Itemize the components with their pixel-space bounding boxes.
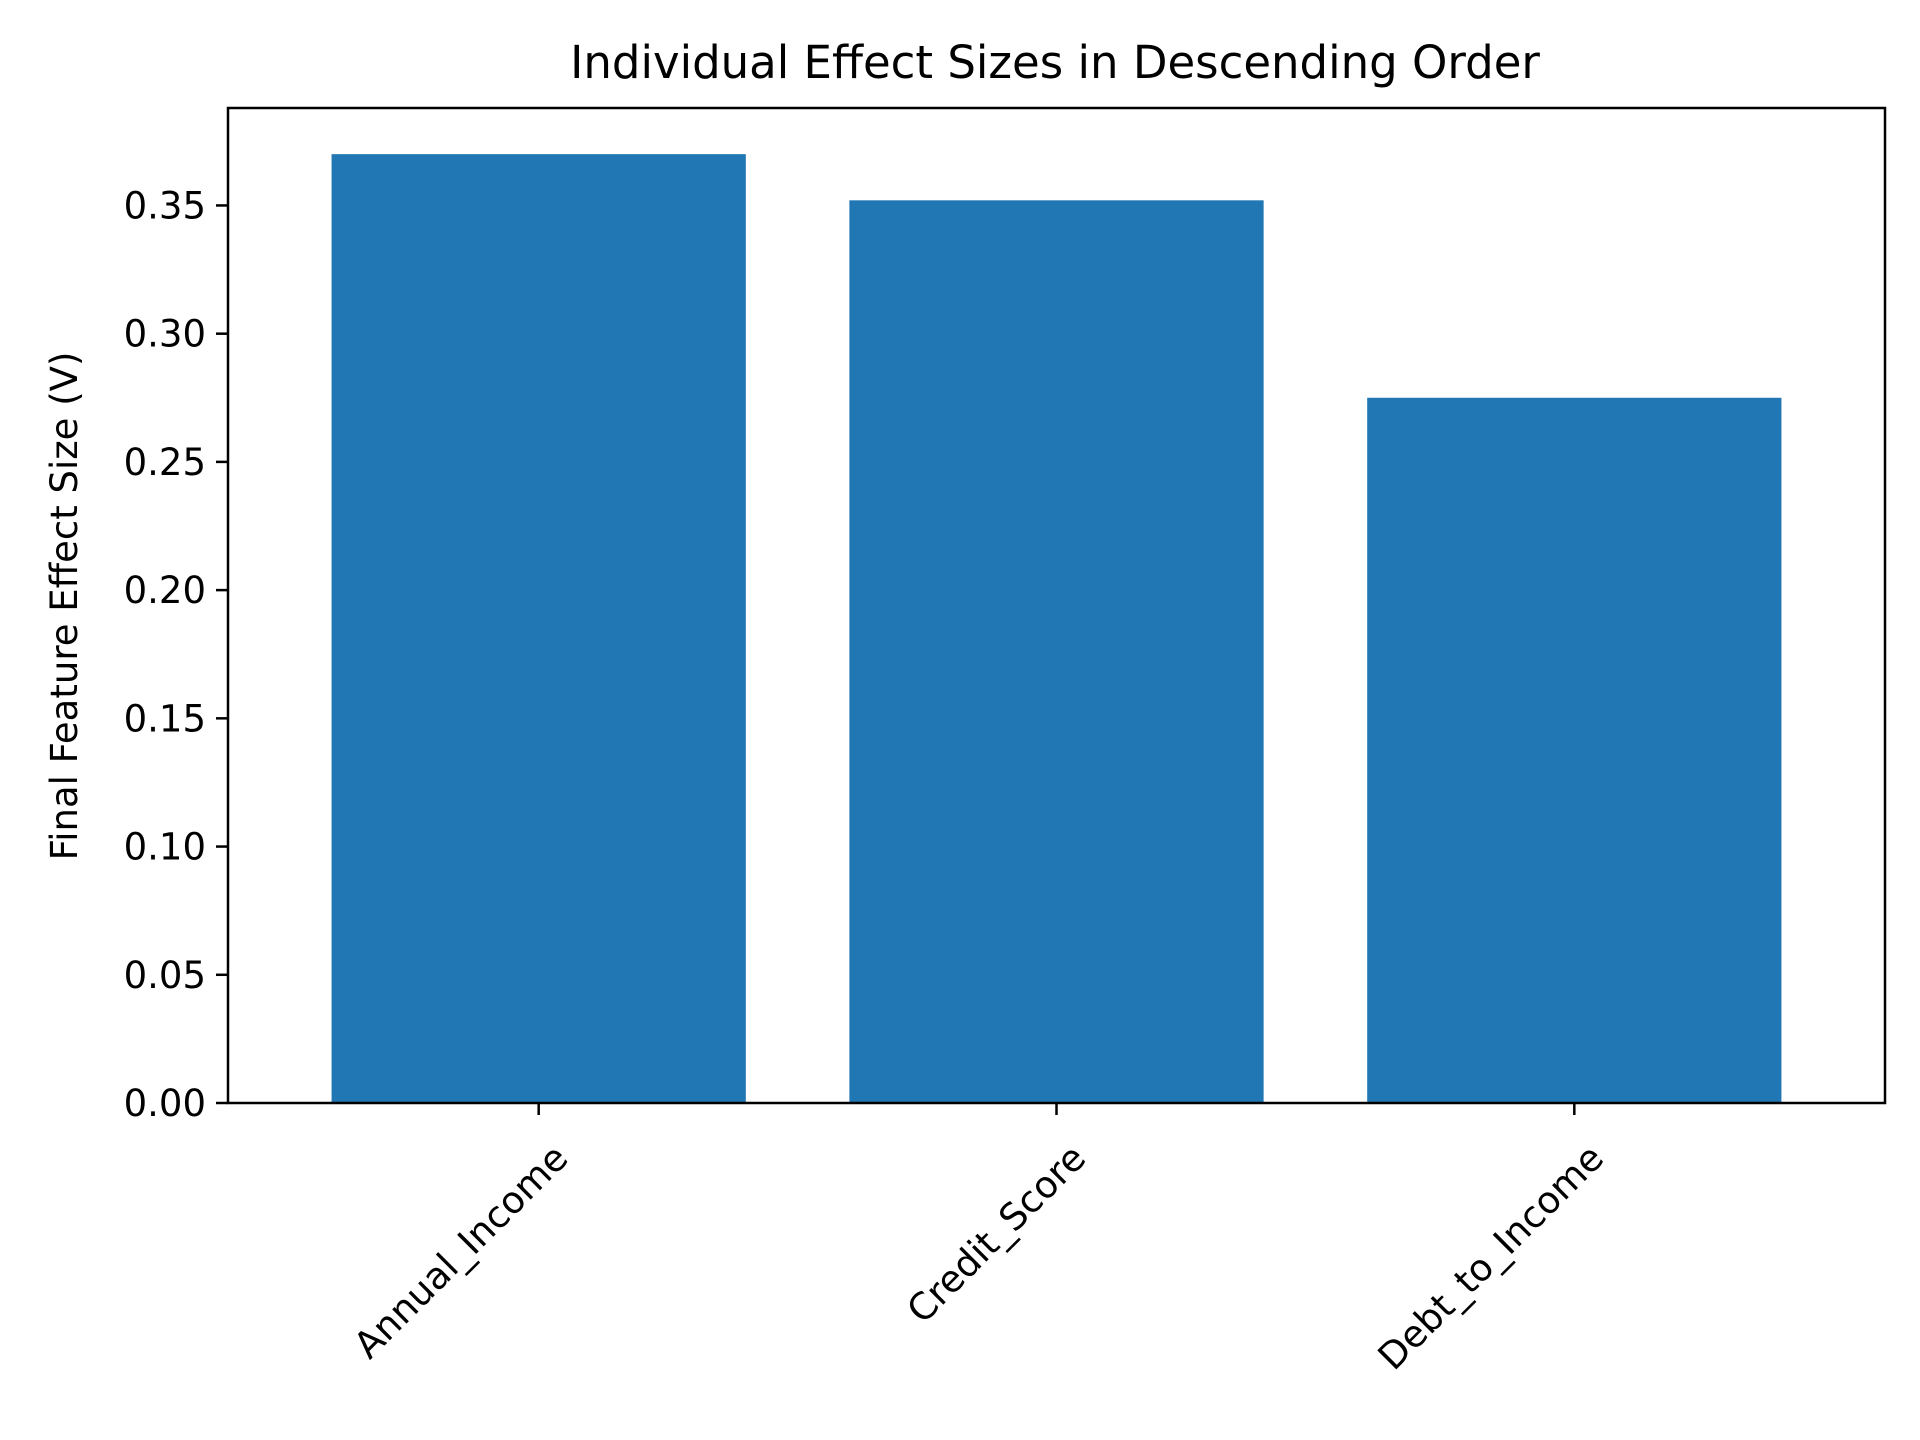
y-tick-label: 0.30 bbox=[124, 313, 206, 356]
y-tick-label: 0.15 bbox=[124, 697, 206, 740]
y-tick-label: 0.35 bbox=[124, 184, 206, 227]
bars-group bbox=[331, 154, 1782, 1104]
bar-credit-score bbox=[849, 200, 1264, 1103]
chart-title: Individual Effect Sizes in Descending Or… bbox=[570, 36, 1540, 89]
y-tick-label: 0.20 bbox=[124, 569, 206, 612]
bar-debt-to-income bbox=[1367, 397, 1782, 1104]
y-tick-label: 0.25 bbox=[124, 441, 206, 484]
y-tick-label: 0.05 bbox=[124, 954, 206, 997]
y-tick-label: 0.10 bbox=[124, 826, 206, 869]
bar-annual-income bbox=[331, 154, 746, 1103]
y-axis-label: Final Feature Effect Size (V) bbox=[43, 352, 86, 861]
y-axis: 0.00 0.05 0.10 0.15 0.20 0.25 0.30 0.35 bbox=[124, 184, 228, 1125]
y-tick-label: 0.00 bbox=[124, 1082, 206, 1125]
plot-frame bbox=[226, 106, 1887, 1105]
